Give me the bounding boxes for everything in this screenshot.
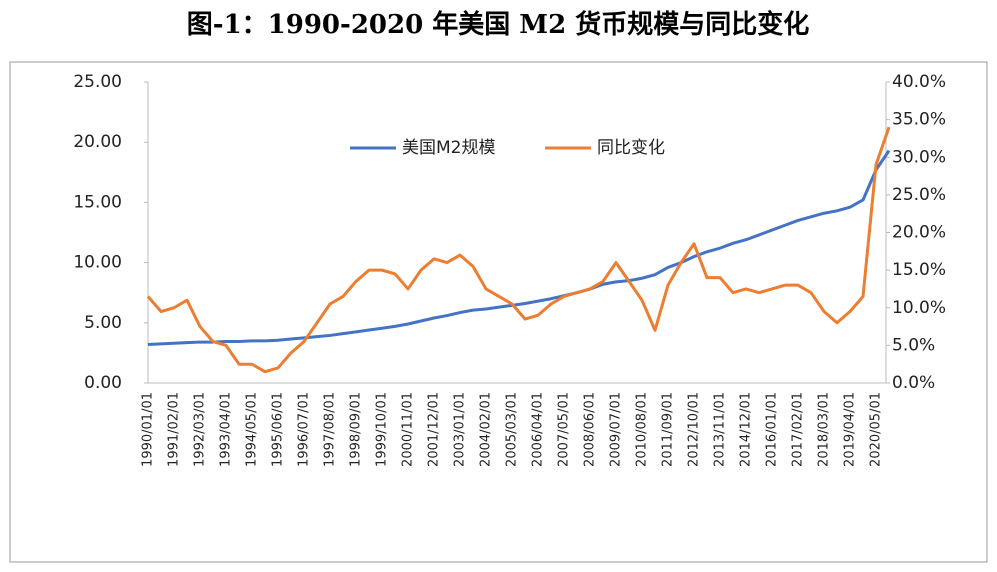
x-tick-label: 2008/06/01 — [583, 392, 598, 467]
x-tick-label: 2007/05/01 — [557, 392, 572, 467]
x-tick-label: 1992/03/01 — [193, 392, 208, 467]
y-tick-label: 20.00 — [73, 132, 122, 152]
x-tick-label: 1994/05/01 — [245, 392, 260, 467]
y-tick-label: 15.00 — [73, 192, 122, 212]
x-tick-label: 1993/04/01 — [219, 392, 234, 467]
y-tick-label: 10.00 — [73, 253, 122, 273]
x-tick-label: 2004/02/01 — [479, 392, 494, 467]
x-tick-label: 2019/04/01 — [843, 392, 858, 467]
x-tick-label: 2005/03/01 — [505, 392, 520, 467]
x-tick-label: 2000/11/01 — [401, 392, 416, 467]
y2-tick-label: 15.0% — [892, 260, 946, 280]
y2-tick-label: 40.0% — [892, 72, 946, 92]
x-tick-label: 2014/12/01 — [739, 392, 754, 467]
y2-tick-label: 5.0% — [892, 335, 935, 355]
series-line — [146, 126, 891, 374]
x-tick-label: 2013/11/01 — [713, 392, 728, 467]
x-tick-label: 2001/12/01 — [427, 392, 442, 467]
series-line — [147, 149, 891, 346]
x-tick-label: 1998/09/01 — [349, 392, 364, 467]
x-tick-label: 2016/01/01 — [765, 392, 780, 467]
x-tick-label: 1991/02/01 — [167, 392, 182, 467]
y2-tick-label: 10.0% — [892, 298, 946, 318]
legend-label: 美国M2规模 — [402, 138, 495, 158]
x-tick-label: 1999/10/01 — [375, 392, 390, 467]
x-tick-label: 1990/01/01 — [141, 392, 156, 467]
x-tick-label: 2018/03/01 — [817, 392, 832, 467]
chart-title: 图-1：1990-2020 年美国 M2 货币规模与同比变化 — [187, 9, 809, 40]
x-tick-label: 2012/10/01 — [687, 392, 702, 467]
chart-frame — [9, 61, 988, 563]
y-tick-label: 5.00 — [84, 313, 122, 333]
x-tick-label: 2006/04/01 — [531, 392, 546, 467]
y2-tick-label: 25.0% — [892, 185, 946, 205]
x-tick-label: 2010/08/01 — [635, 392, 650, 467]
y2-tick-label: 20.0% — [892, 223, 946, 243]
x-tick-label: 2009/07/01 — [609, 392, 624, 467]
y2-tick-label: 30.0% — [892, 147, 946, 167]
x-tick-label: 2017/02/01 — [791, 392, 806, 467]
x-tick-label: 1996/07/01 — [297, 392, 312, 467]
x-tick-label: 1997/08/01 — [323, 392, 338, 467]
y2-tick-label: 35.0% — [892, 110, 946, 130]
x-tick-label: 2020/05/01 — [869, 392, 884, 467]
y-tick-label: 0.00 — [84, 373, 122, 393]
x-tick-label: 2011/09/01 — [661, 392, 676, 467]
y-tick-label: 25.00 — [73, 72, 122, 92]
x-tick-label: 1995/06/01 — [271, 392, 286, 467]
y2-tick-label: 0.0% — [892, 373, 935, 393]
legend-label: 同比变化 — [597, 138, 665, 158]
x-tick-label: 2003/01/01 — [453, 392, 468, 467]
